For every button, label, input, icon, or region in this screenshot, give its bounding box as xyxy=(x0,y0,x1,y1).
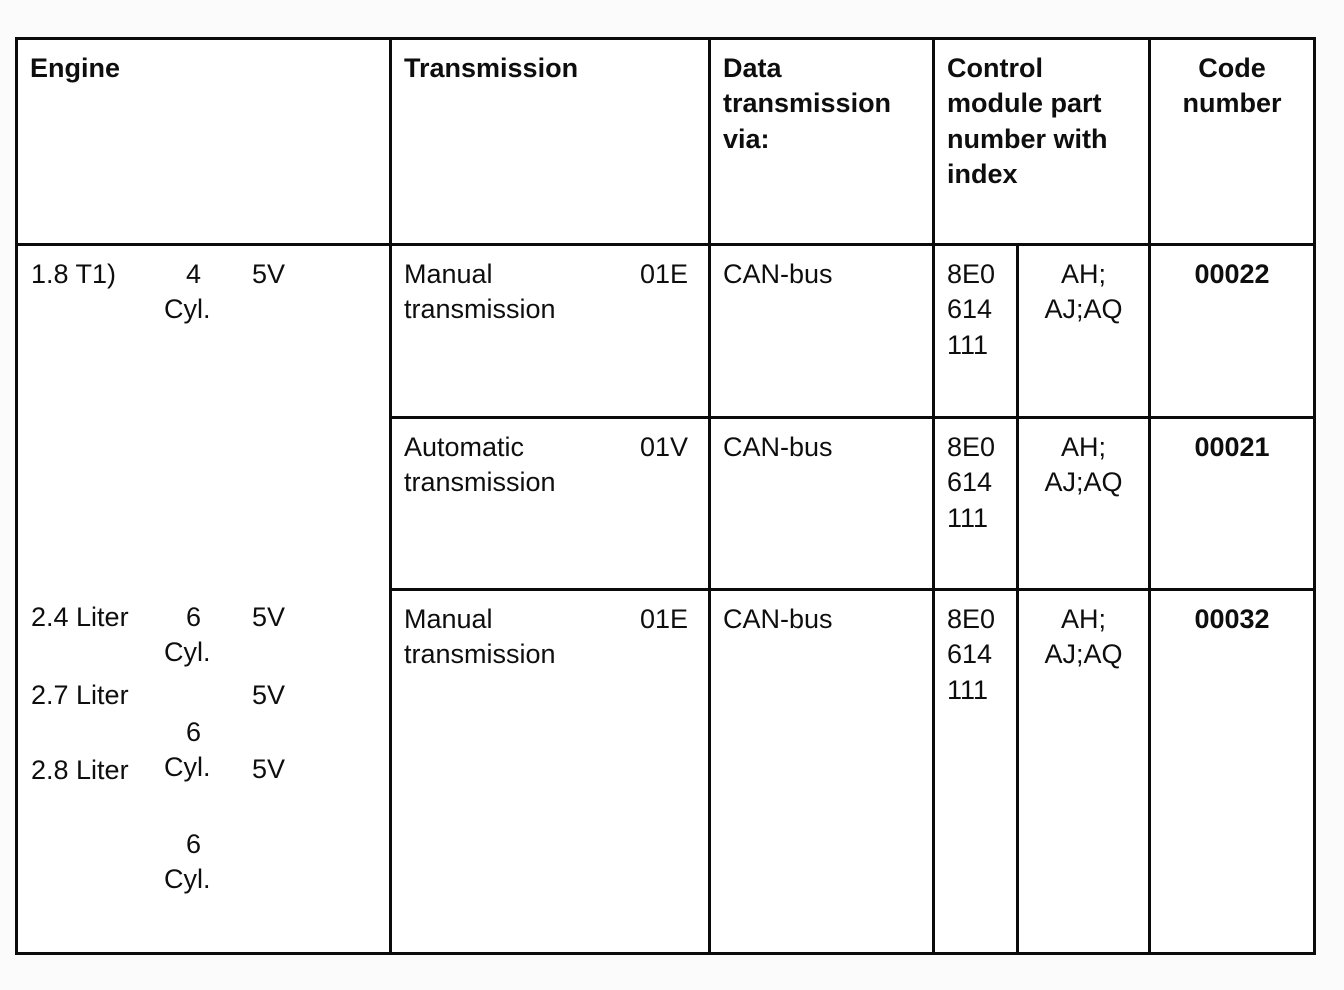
data-via-cell: CAN-bus xyxy=(711,246,935,419)
engine-cylinders: 4 xyxy=(186,259,202,289)
engine-cylinders: 6 xyxy=(186,602,202,632)
code-number-cell: 00022 xyxy=(1151,246,1313,419)
part-number-line: 111 xyxy=(947,329,989,360)
part-number: 8E0 614 111 xyxy=(935,419,1019,588)
part-number: 8E0 614 111 xyxy=(935,246,1019,416)
engine-transmission-table: Engine Transmission Data transmission vi… xyxy=(15,37,1316,955)
engine-name: 2.7 Liter xyxy=(31,680,129,710)
engine-name: 2.8 Liter xyxy=(31,755,129,785)
transmission-type: Manual transmission xyxy=(404,604,556,670)
part-number-line: 8E0 xyxy=(947,432,996,462)
part-number-line: 111 xyxy=(947,502,989,533)
part-index-line: AH; xyxy=(1060,259,1106,289)
code-number-cell: 00032 xyxy=(1194,604,1270,634)
control-module-cell: 8E0 614 111 AH; AJ;AQ xyxy=(935,419,1151,591)
part-index: AH; AJ;AQ xyxy=(1019,419,1148,588)
data-via-cell: CAN-bus xyxy=(711,419,935,591)
part-number-line: 8E0 xyxy=(947,259,996,289)
header-code-number: Code number xyxy=(1151,40,1313,246)
engine-cyl-label: Cyl. xyxy=(164,294,211,324)
engine-valves: 5V xyxy=(252,680,286,710)
engine-cyl-label: Cyl. xyxy=(164,864,211,894)
part-number: 8E0 614 111 xyxy=(935,591,1019,952)
control-module-cell: 8E0 614 111 AH; AJ;AQ xyxy=(935,246,1151,419)
transmission-code: 01E xyxy=(639,259,688,289)
data-via-cell: CAN-bus xyxy=(711,591,935,952)
transmission-type: Automatic transmission xyxy=(404,432,556,498)
part-number-line: 8E0 xyxy=(947,604,996,634)
part-number-line: 614 xyxy=(947,467,993,498)
header-engine: Engine xyxy=(18,40,392,246)
code-number-cell: 00021 xyxy=(1151,419,1313,591)
engine-cylinders: 6 xyxy=(186,829,202,859)
engine-valves: 5V xyxy=(252,754,286,784)
header-control-module-part-number: Control module part number with index xyxy=(935,40,1151,246)
engine-cyl-label: Cyl. xyxy=(164,637,211,667)
header-transmission: Transmission xyxy=(392,40,711,246)
part-number-line: 614 xyxy=(947,294,993,325)
part-index: AH; AJ;AQ xyxy=(1019,246,1148,416)
part-number-line: 111 xyxy=(947,674,989,705)
transmission-type: Manual transmission xyxy=(404,259,556,325)
transmission-cell: Manual transmission 01E xyxy=(392,246,711,419)
control-module-cell: 8E0 614 111 AH; AJ;AQ xyxy=(935,591,1151,952)
part-index: AH; AJ;AQ xyxy=(1019,591,1148,952)
engine-cylinders: 6 xyxy=(186,717,202,747)
engine-valves: 5V xyxy=(252,259,286,289)
header-data-transmission-via: Data transmission via: xyxy=(711,40,935,246)
transmission-cell: Manual transmission 01E xyxy=(392,591,711,952)
part-index-line: AJ;AQ xyxy=(1044,294,1123,325)
transmission-code: 01E xyxy=(639,604,688,634)
transmission-cell: Automatic transmission 01V xyxy=(392,419,711,591)
part-index-line: AH; xyxy=(1060,604,1106,634)
engine-name: 1.8 T1) xyxy=(31,259,117,289)
part-index-line: AJ;AQ xyxy=(1044,467,1123,498)
engine-name: 2.4 Liter xyxy=(31,602,129,632)
engine-cyl-label: Cyl. xyxy=(164,752,211,782)
part-index-line: AJ;AQ xyxy=(1044,639,1123,670)
transmission-code: 01V xyxy=(639,432,688,462)
engine-cell: 1.8 T1) 4 5V Cyl. 2.4 Liter 6 5V Cyl. 2.… xyxy=(18,246,392,952)
part-number-line: 614 xyxy=(947,639,993,670)
engine-valves: 5V xyxy=(252,602,286,632)
part-index-line: AH; xyxy=(1060,432,1106,462)
